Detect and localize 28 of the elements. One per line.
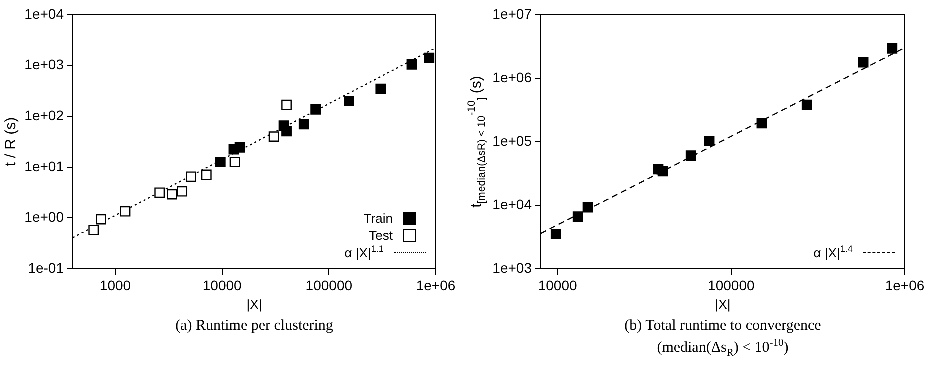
x-axis-title: |X| [715,297,731,312]
y-tick-label: 1e+04 [492,196,532,212]
legend-label: Train [364,211,393,226]
x-tick-label: 1000 [100,277,132,294]
y-tick-label: 1e+02 [24,107,64,124]
y-tick-label: 1e+07 [492,6,532,22]
y-tick-label: 1e+01 [24,158,64,174]
x-axis-title: |X| [246,297,262,312]
y-tick-label: 1e-01 [28,260,64,276]
y-tick-label: 1e+03 [492,260,532,276]
y-tick-label: 1e+04 [24,6,64,22]
x-tick-label: 100000 [306,277,353,294]
y-tick-label: 1e+00 [24,209,64,226]
y-tick-label: 1e+05 [492,132,532,149]
x-tick-label: 1e+06 [885,277,925,294]
x-tick-label: 10000 [202,277,242,294]
legend-label: Test [369,228,393,243]
legend-label: α |X|$^{1.4}$ [814,244,853,261]
y-axis-title: t / R (s) [2,117,20,167]
x-tick-label: 100000 [708,277,755,294]
text: (median(Δs$_{R}$) < 10$^{-10}$) [657,338,789,359]
x-tick-label: 1e+06 [416,277,456,294]
text: (b) Total runtime to convergence [624,318,822,335]
text: (a) Runtime per clustering [176,318,334,335]
x-tick-label: 10000 [538,277,578,294]
y-tick-label: 1e+03 [24,56,64,73]
legend-label: α |X|$^{1.1}$ [344,244,384,261]
y-tick-label: 1e+06 [492,69,532,86]
